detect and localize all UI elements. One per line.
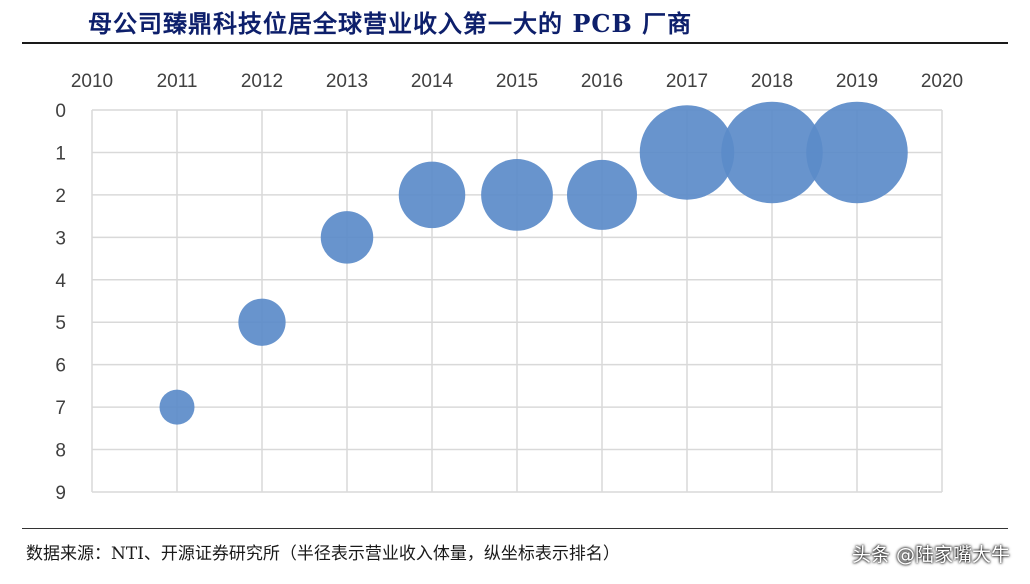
x-tick-label: 2016 <box>581 71 623 92</box>
x-tick-label: 2012 <box>241 71 283 92</box>
x-tick-label: 2010 <box>71 71 113 92</box>
page-title: 母公司臻鼎科技位居全球营业收入第一大的 PCB 厂商 <box>88 9 693 38</box>
x-tick-label: 2019 <box>836 71 878 92</box>
y-axis-ticks: 0 1 2 3 4 5 6 7 8 9 <box>55 101 66 504</box>
watermark: 头条 @陆家嘴大牛 <box>851 544 1010 566</box>
x-tick-label: 2020 <box>921 71 963 92</box>
bubble-point <box>567 159 637 230</box>
bubble-point <box>238 298 286 346</box>
y-tick-label: 2 <box>55 186 66 207</box>
x-tick-label: 2015 <box>496 71 538 92</box>
bubble-point <box>721 101 823 204</box>
title-divider <box>22 42 1008 44</box>
x-tick-label: 2011 <box>157 71 198 92</box>
bubble-point <box>159 389 195 425</box>
x-tick-label: 2017 <box>666 71 708 92</box>
y-tick-label: 0 <box>55 101 66 122</box>
bubble-point <box>398 161 466 229</box>
bubble-point <box>806 101 908 204</box>
bubble-point <box>481 159 553 231</box>
bubble-point <box>639 105 735 200</box>
x-axis-ticks: 2010 2011 2012 2013 2014 2015 2016 2017 2018 2019… <box>71 71 963 92</box>
x-tick-label: 2013 <box>326 71 368 92</box>
bubble-point <box>320 211 374 264</box>
x-tick-label: 2018 <box>751 71 793 92</box>
y-tick-label: 8 <box>55 441 66 462</box>
y-tick-label: 4 <box>55 271 66 292</box>
y-tick-label: 1 <box>55 143 66 164</box>
x-tick-label: 2014 <box>411 71 454 92</box>
chart-bubbles <box>159 101 908 425</box>
y-tick-label: 3 <box>55 228 66 249</box>
source-note: 数据来源：NTI、开源证券研究所（半径表示营业收入体量，纵坐标表示排名） <box>26 544 620 564</box>
source-divider <box>22 528 1008 529</box>
bubble-chart: 2010 2011 2012 2013 2014 2015 2016 2017 2018 2019… <box>55 71 963 504</box>
y-tick-label: 7 <box>55 398 66 419</box>
y-tick-label: 6 <box>55 356 66 377</box>
y-tick-label: 9 <box>55 483 66 504</box>
y-tick-label: 5 <box>55 313 66 334</box>
